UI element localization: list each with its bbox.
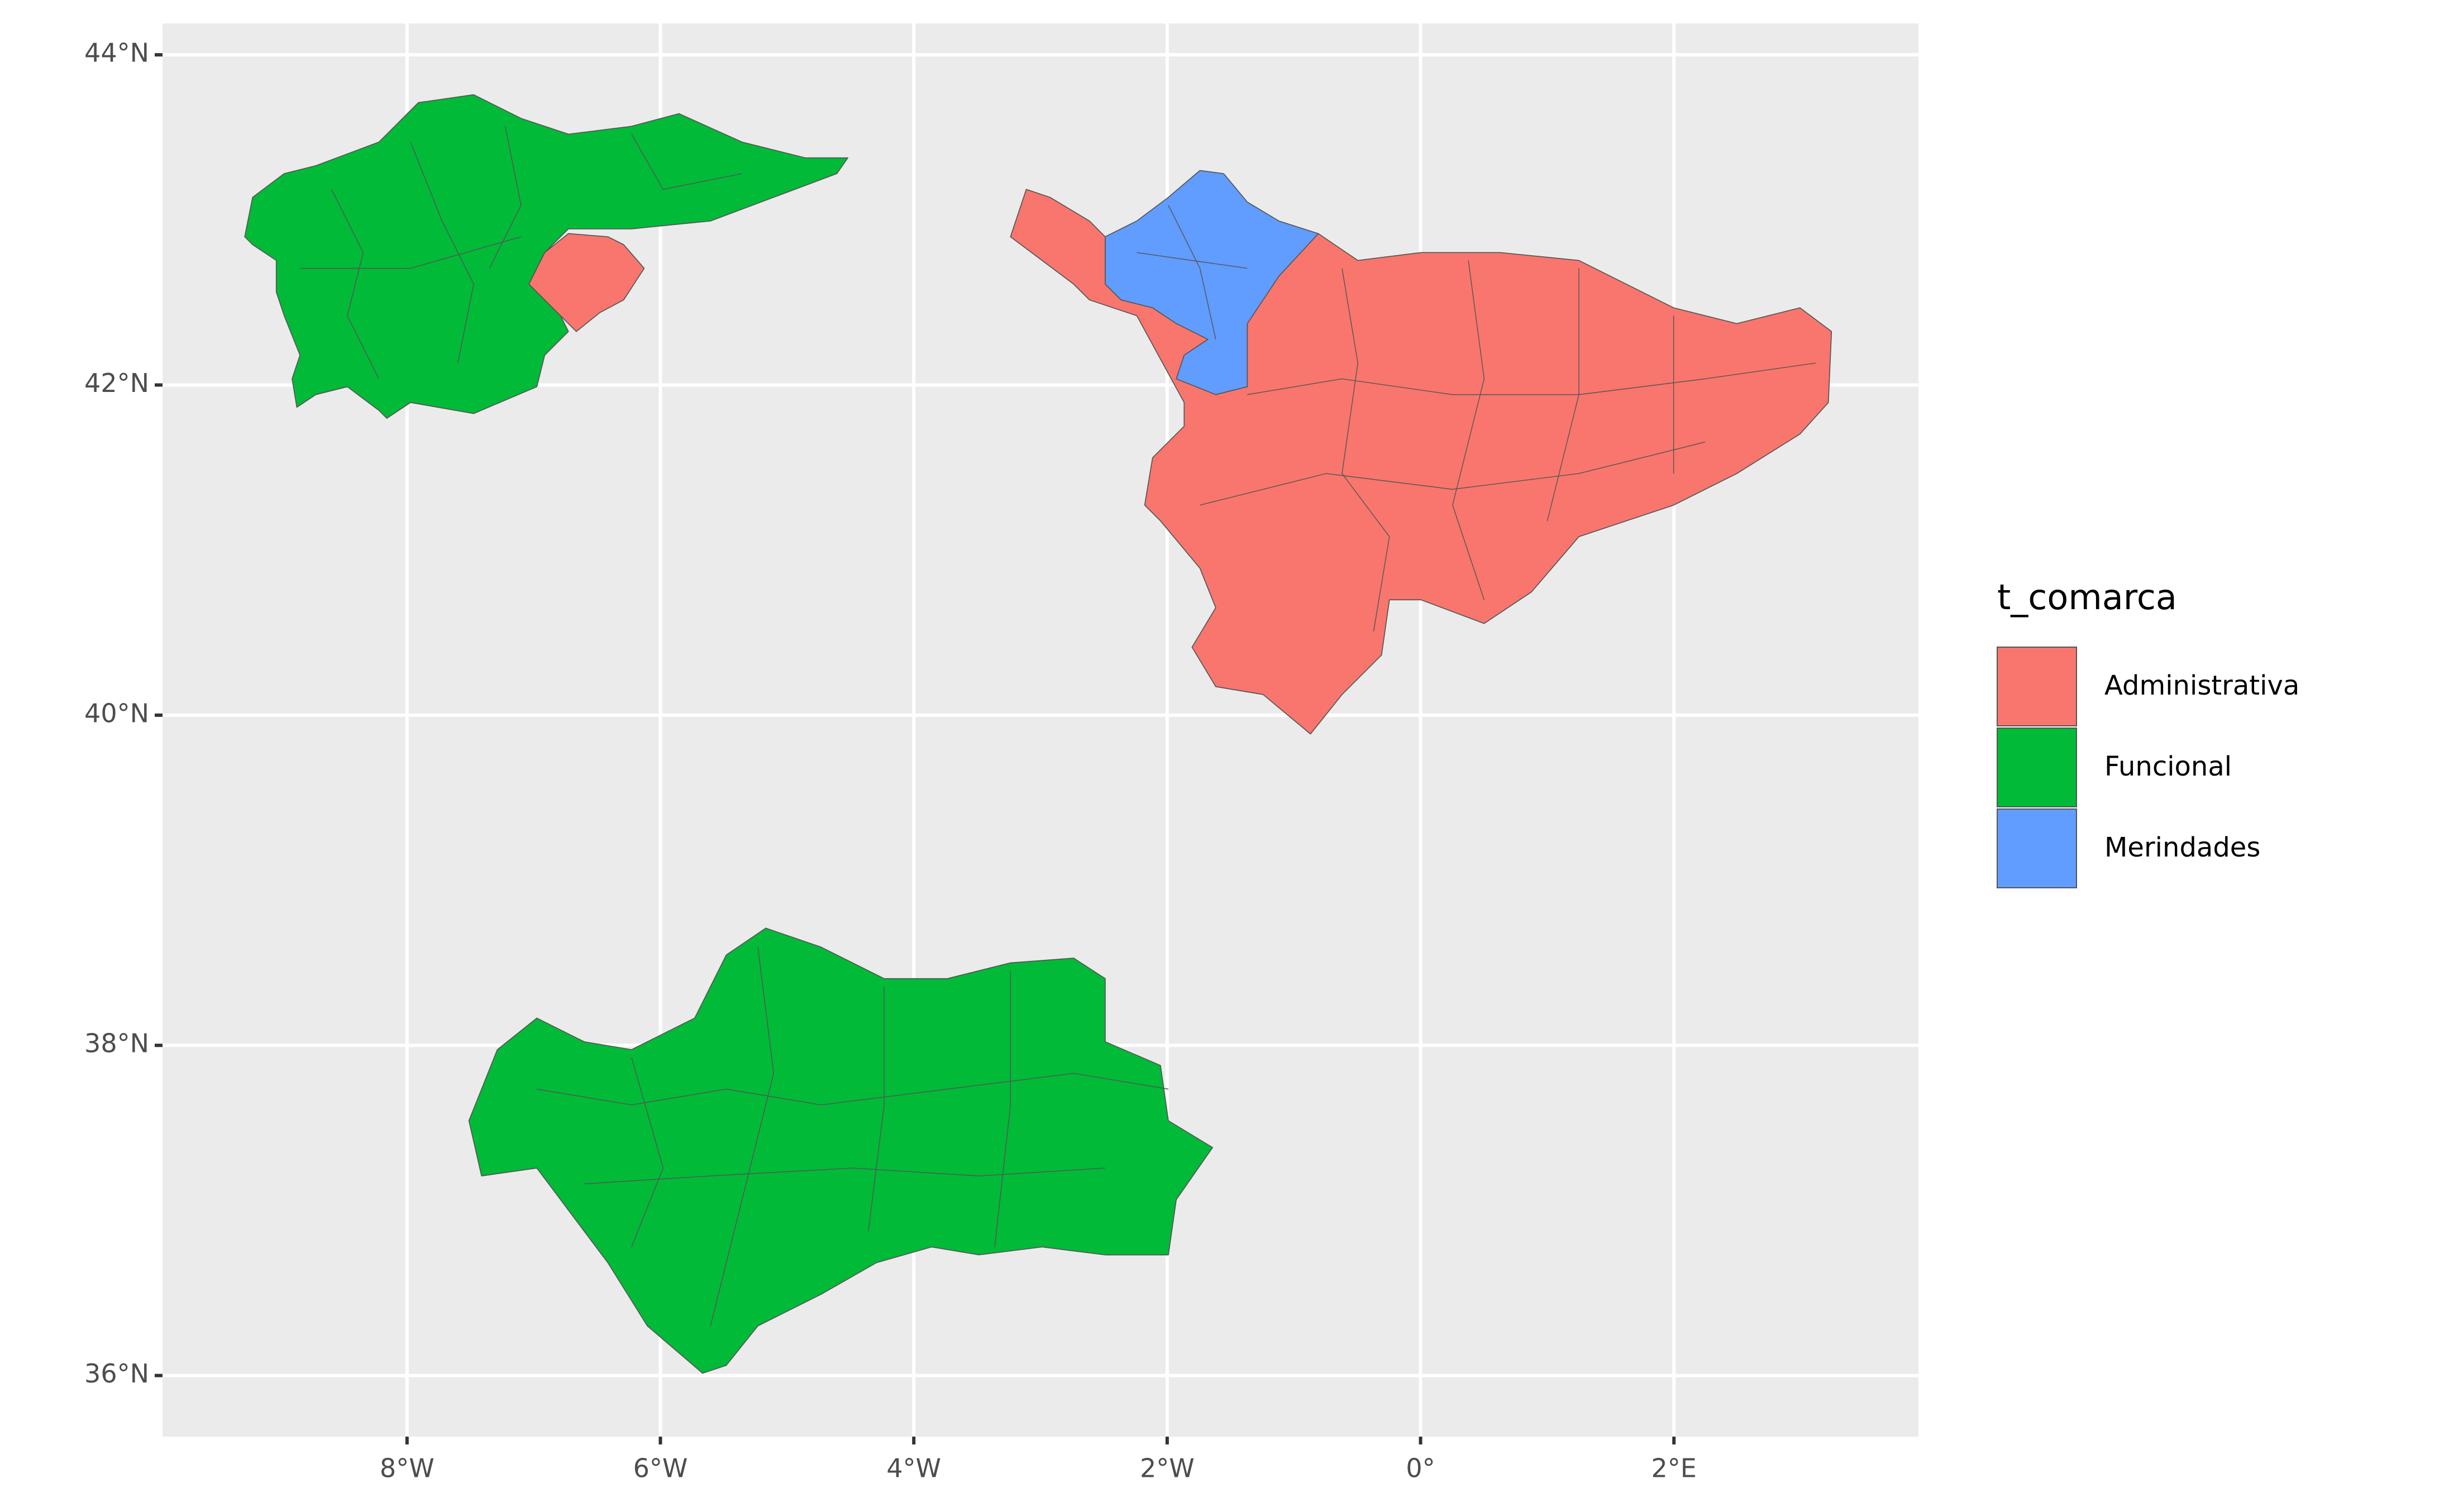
x-tick-label: 2°W bbox=[1140, 1453, 1195, 1484]
axes: 8°W 6°W 4°W 2°W 0° 2°E 36°N 38°N 40°N 42°N 44°N bbox=[84, 38, 1697, 1484]
x-tick-label: 4°W bbox=[886, 1453, 941, 1484]
x-tick-label: 0° bbox=[1406, 1453, 1435, 1484]
legend-label: Merindades bbox=[2104, 832, 2260, 863]
y-tick-label: 38°N bbox=[84, 1028, 149, 1059]
regions bbox=[244, 94, 1832, 1374]
y-tick-label: 42°N bbox=[84, 368, 149, 398]
legend-key bbox=[1997, 808, 2077, 888]
legend: t_comarca Administrativa Funcional Merinda… bbox=[1997, 577, 2299, 888]
y-tick-label: 44°N bbox=[84, 38, 149, 68]
x-tick-label: 2°E bbox=[1651, 1453, 1697, 1484]
legend-key bbox=[1997, 647, 2077, 726]
y-tick-label: 40°N bbox=[84, 698, 149, 728]
y-tick-label: 36°N bbox=[84, 1358, 149, 1389]
region bbox=[468, 927, 1213, 1374]
legend-title: t_comarca bbox=[1997, 577, 2177, 618]
region bbox=[528, 233, 645, 332]
region bbox=[1105, 170, 1319, 395]
legend-key bbox=[1997, 728, 2077, 807]
x-tick-label: 6°W bbox=[633, 1453, 688, 1484]
x-tick-label: 8°W bbox=[380, 1453, 435, 1484]
legend-label: Funcional bbox=[2104, 751, 2232, 782]
legend-label: Administrativa bbox=[2104, 670, 2299, 701]
